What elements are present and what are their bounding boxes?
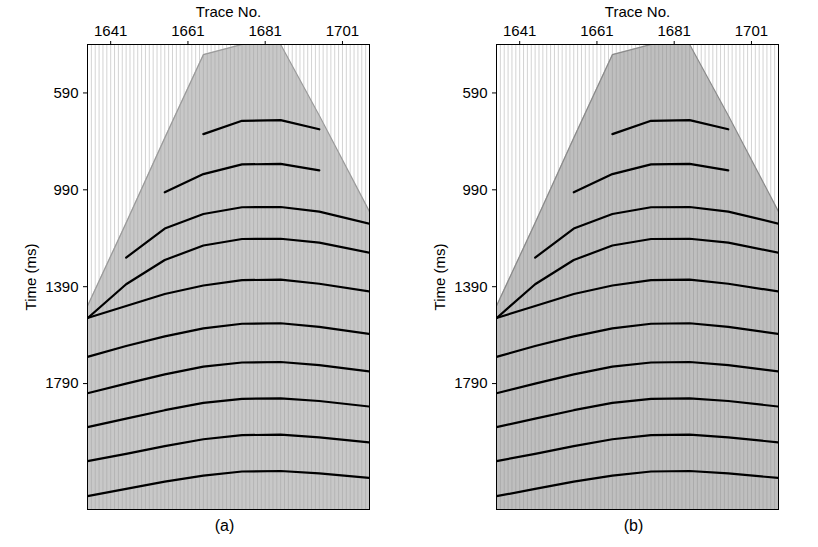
svg-text:590: 590 — [53, 84, 78, 101]
svg-text:Time (ms): Time (ms) — [22, 244, 39, 311]
svg-text:1790: 1790 — [45, 374, 78, 391]
svg-text:1701: 1701 — [326, 22, 359, 39]
svg-text:1681: 1681 — [249, 22, 282, 39]
svg-text:990: 990 — [53, 181, 78, 198]
svg-text:1390: 1390 — [45, 277, 78, 294]
html-text:(a): (a) — [214, 517, 235, 534]
svg-text:1701: 1701 — [735, 22, 768, 39]
svg-text:1641: 1641 — [503, 22, 536, 39]
svg-text:Trace No.: Trace No. — [605, 3, 670, 20]
svg-text:1390: 1390 — [454, 277, 487, 294]
svg-text:1790: 1790 — [454, 374, 487, 391]
svg-text:1661: 1661 — [580, 22, 613, 39]
svg-text:590: 590 — [462, 84, 487, 101]
svg-text:1661: 1661 — [171, 22, 204, 39]
svg-text:1681: 1681 — [658, 22, 691, 39]
html-text:(b): (b) — [623, 517, 644, 534]
svg-text:990: 990 — [462, 181, 487, 198]
svg-text:Time (ms): Time (ms) — [431, 244, 448, 311]
svg-text:Trace No.: Trace No. — [196, 3, 261, 20]
svg-text:1641: 1641 — [94, 22, 127, 39]
